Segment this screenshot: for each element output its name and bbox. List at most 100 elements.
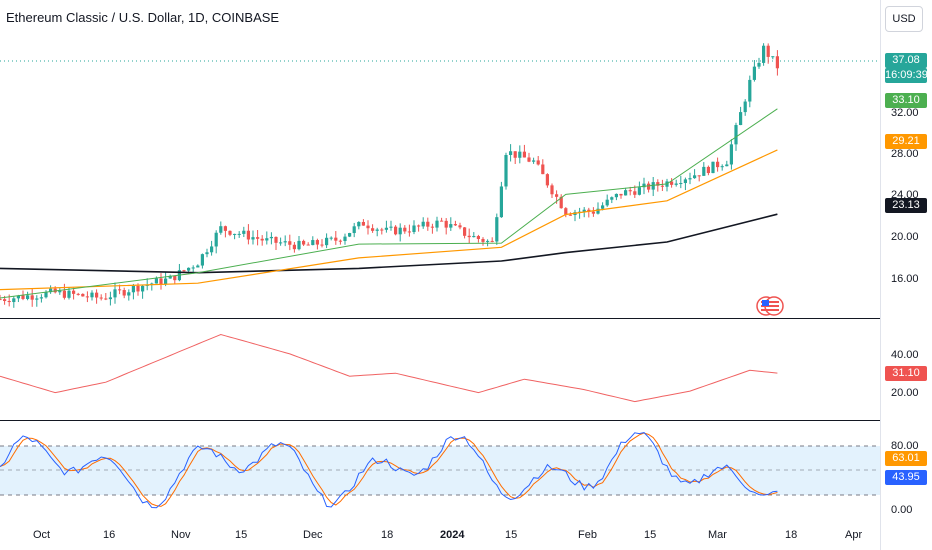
candle-body [81, 293, 85, 297]
ma-mid-line [0, 149, 778, 291]
time-label: 15 [644, 529, 657, 541]
candle-body [752, 66, 756, 80]
candle-body [99, 297, 103, 299]
candle-body [739, 112, 743, 126]
candle-body [265, 238, 269, 241]
candle-body [58, 290, 62, 293]
candle-body [527, 157, 531, 162]
candle-body [348, 233, 352, 237]
candle-body [463, 227, 467, 236]
candle-body [412, 225, 416, 233]
candle-body [417, 225, 421, 227]
candle-body [242, 230, 246, 234]
rsi-line [0, 333, 778, 403]
candle-body [587, 209, 591, 212]
candle-body [766, 45, 770, 57]
candle-body [651, 182, 655, 190]
candle-body [522, 151, 526, 158]
candle-body [605, 199, 609, 206]
candle-body [472, 236, 476, 238]
candle-body [35, 298, 39, 300]
candle-body [610, 197, 614, 200]
candle-body [430, 226, 434, 228]
time-label: Nov [171, 529, 191, 541]
candle-body [292, 244, 296, 250]
candle-body [196, 265, 200, 268]
candle-body [320, 244, 324, 246]
time-label: 16 [103, 529, 116, 541]
candle-body [656, 182, 660, 186]
candle-body [95, 292, 99, 298]
candle-body [173, 275, 177, 281]
candle-body [389, 226, 393, 228]
candle-body [16, 295, 20, 299]
candle-body [545, 174, 549, 186]
candle-body [559, 196, 563, 209]
candle-body [467, 235, 471, 238]
chart-title: Ethereum Classic / U.S. Dollar, 1D, COIN… [6, 10, 280, 25]
candle-body [375, 229, 379, 231]
candle-body [476, 236, 480, 239]
candle-body [693, 175, 697, 179]
candle-body [435, 220, 439, 228]
candle-body [118, 289, 122, 291]
candle-body [532, 160, 536, 162]
candle-body [256, 237, 260, 239]
candle-body [62, 290, 66, 298]
candle-body [311, 240, 315, 246]
candle-body [187, 267, 191, 271]
candle-body [688, 178, 692, 180]
candle-body [21, 295, 25, 299]
candle-body [214, 232, 218, 247]
candle-body [394, 226, 398, 235]
candle-body [315, 240, 319, 245]
candle-body [141, 285, 145, 292]
candle-body [444, 220, 448, 228]
candle-body [366, 225, 370, 229]
stoch-tick: 0.00 [891, 504, 913, 516]
candle-body [12, 298, 16, 303]
us-flag-icon[interactable] [756, 294, 784, 318]
candle-body [509, 151, 513, 156]
last-price-tag: 37.08 [885, 53, 927, 68]
candle-body [499, 186, 503, 218]
candle-body [670, 181, 674, 185]
candle-body [421, 221, 425, 227]
candle-body [131, 285, 135, 293]
time-label: Mar [708, 529, 727, 541]
candle-body [329, 237, 333, 239]
rsi-value-tag: 31.10 [885, 366, 927, 381]
candle-body [734, 125, 738, 145]
candle-body [564, 208, 568, 215]
candle-body [108, 297, 112, 300]
candle-body [0, 299, 2, 301]
candle-body [490, 240, 494, 242]
countdown-tag: 16:09:39 [885, 68, 928, 83]
time-label: 2024 [440, 529, 465, 541]
candle-body [642, 183, 646, 188]
candle-body [159, 278, 163, 285]
candle-body [44, 292, 48, 298]
candle-body [104, 298, 108, 300]
candle-body [536, 160, 540, 165]
candle-body [660, 185, 664, 187]
price-tick: 16.00 [891, 273, 919, 285]
candle-body [748, 79, 752, 102]
candle-body [555, 194, 559, 197]
candle-body [26, 295, 30, 299]
time-label: 18 [381, 529, 394, 541]
candle-body [136, 285, 140, 292]
ma-mid-tag: 29.21 [885, 134, 927, 149]
time-label: Oct [33, 529, 51, 541]
candle-body [771, 56, 775, 58]
candle-body [325, 237, 329, 246]
candle-body [568, 214, 572, 216]
currency-button[interactable]: USD [885, 6, 923, 32]
candle-body [633, 191, 637, 195]
candle-body [720, 166, 724, 168]
candle-body [283, 241, 287, 243]
candle-body [541, 164, 545, 175]
time-label: Apr [845, 529, 863, 541]
candle-body [164, 278, 168, 285]
